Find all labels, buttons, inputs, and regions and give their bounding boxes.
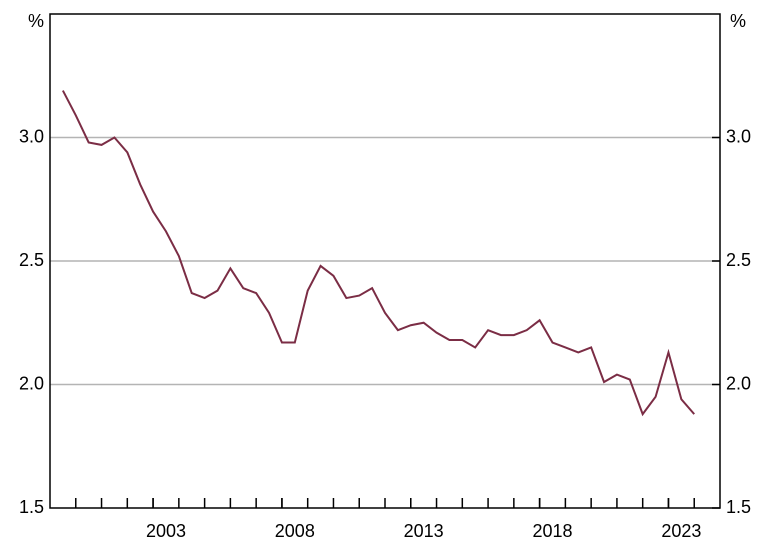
x-tick-label: 2013 — [404, 521, 444, 541]
plot-frame — [49, 13, 721, 509]
y2-tick-label: 2.5 — [726, 250, 751, 270]
x-tick-label: 2003 — [146, 521, 186, 541]
data-line — [61, 90, 695, 417]
y-tick-label: 1.5 — [19, 497, 44, 517]
y2-tick-label: 2.0 — [726, 373, 751, 393]
y-tick-label: 3.0 — [19, 126, 44, 146]
y2-tick-label: 3.0 — [726, 126, 751, 146]
x-tick-label: 2008 — [275, 521, 315, 541]
y2-tick-label: 1.5 — [726, 497, 751, 517]
x-tick-label: 2018 — [532, 521, 572, 541]
x-tick-label: 2023 — [661, 521, 701, 541]
y2-unit: % — [730, 11, 746, 31]
y-unit: % — [28, 11, 44, 31]
y-tick-label: 2.0 — [19, 373, 44, 393]
y-tick-label: 2.5 — [19, 250, 44, 270]
